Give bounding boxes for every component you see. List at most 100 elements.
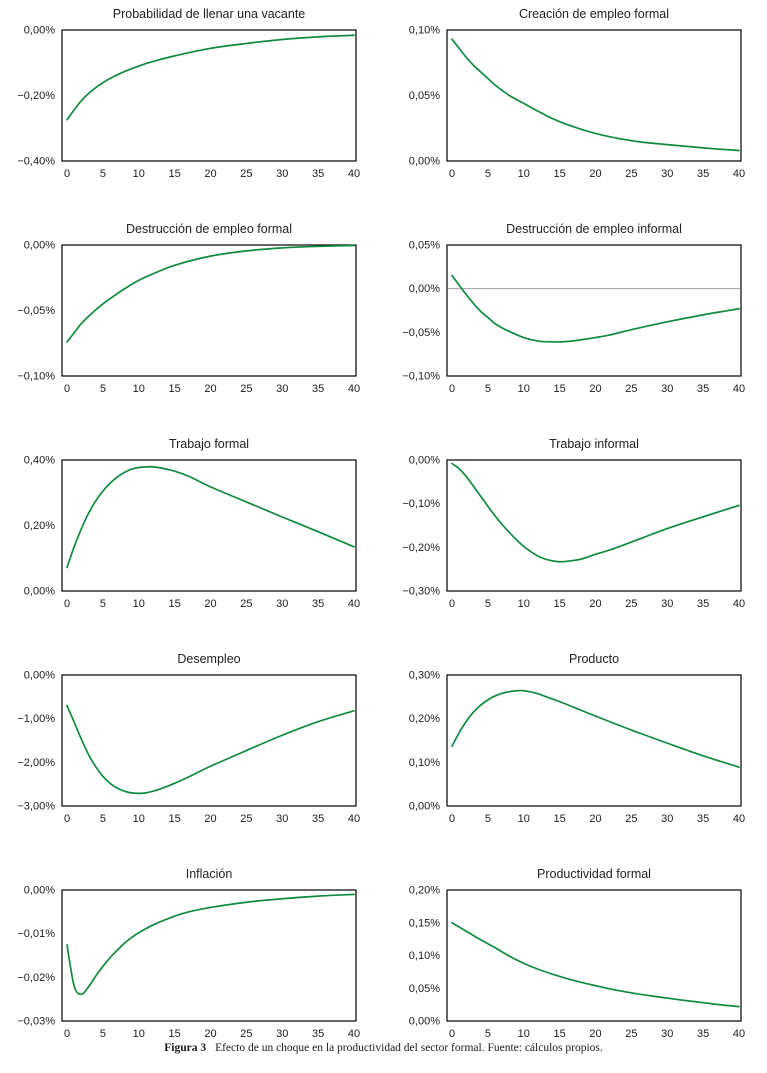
x-tick-label: 0 <box>449 168 455 180</box>
chart-cell-10: Productividad formal 0,20% 0,15% 0,10% 0,05%… <box>383 860 767 1073</box>
y-tick-label: 0,00% <box>409 455 440 467</box>
x-tick-label: 5 <box>100 168 106 180</box>
y-tick-label: −0,10% <box>402 371 440 383</box>
chart-svg-8: Producto 0,30% 0,20% 0,10% 0,00% 0 5 10 15 20 25 30… <box>409 652 745 825</box>
series-line <box>66 704 355 795</box>
x-tick-label: 5 <box>485 168 491 180</box>
x-tick-label: 0 <box>449 1028 455 1040</box>
figure-caption: Figura 3 Efecto de un choque en la produc… <box>0 1042 767 1054</box>
y-tick-label: 0,00% <box>409 156 440 168</box>
series-line <box>66 244 355 343</box>
x-tick-label: 10 <box>518 598 530 610</box>
x-tick-label: 0 <box>64 598 70 610</box>
x-tick-label: 10 <box>518 168 530 180</box>
chart-cell-8: Producto 0,30% 0,20% 0,10% 0,00% 0 5 10 15 20 25 30… <box>383 645 767 860</box>
y-tick-label: 0,15% <box>409 917 440 929</box>
series-line <box>451 38 740 152</box>
x-tick-label: 15 <box>169 1028 181 1040</box>
x-tick-label: 30 <box>276 1028 288 1040</box>
x-tick-label: 35 <box>312 813 324 825</box>
x-tick-label: 10 <box>518 813 530 825</box>
x-tick-label: 35 <box>312 383 324 395</box>
x-tick-label: 10 <box>133 813 145 825</box>
y-tick-label: 0,00% <box>24 240 55 252</box>
x-tick-label: 10 <box>133 168 145 180</box>
x-tick-label: 40 <box>348 383 360 395</box>
chart-cell-5: Trabajo formal 0,40% 0,20% 0,00% 0 5 10 15 20 25 3… <box>0 430 383 645</box>
chart-title: Probabilidad de llenar una vacante <box>113 7 306 21</box>
chart-svg-9: Inflación 0,00% −0,01% −0,02% −0,03% 0 5 10 15 20… <box>17 867 360 1040</box>
chart-cell-4: Destrucción de empleo informal 0,05% 0,00%… <box>383 215 767 430</box>
x-tick-label: 10 <box>133 383 145 395</box>
chart-cell-3: Destrucción de empleo formal 0,00% −0,05% −… <box>0 215 383 430</box>
x-tick-label: 25 <box>625 1028 637 1040</box>
chart-cell-6: Trabajo informal 0,00% −0,10% −0,20% −0,30% 0… <box>383 430 767 645</box>
x-tick-label: 20 <box>589 168 601 180</box>
x-tick-label: 40 <box>348 598 360 610</box>
chart-cell-7: Desempleo 0,00% −1,00% −2,00% −3,00% 0 5 10 15 20… <box>0 645 383 860</box>
plot-frame <box>61 674 357 807</box>
chart-svg-2: Creación de empleo formal 0,10% 0,05% 0,00%… <box>409 7 745 180</box>
chart-svg-5: Trabajo formal 0,40% 0,20% 0,00% 0 5 10 15 20 25 3… <box>24 437 360 610</box>
x-tick-label: 40 <box>733 598 745 610</box>
x-tick-label: 40 <box>733 1028 745 1040</box>
x-tick-label: 15 <box>169 813 181 825</box>
y-tick-label: 0,00% <box>409 1016 440 1028</box>
x-tick-label: 30 <box>276 598 288 610</box>
chart-cell-2: Creación de empleo formal 0,10% 0,05% 0,00%… <box>383 0 767 215</box>
x-tick-label: 15 <box>554 168 566 180</box>
chart-title: Productividad formal <box>537 867 651 881</box>
chart-cell-9: Inflación 0,00% −0,01% −0,02% −0,03% 0 5 10 15 20… <box>0 860 383 1073</box>
x-tick-label: 5 <box>100 1028 106 1040</box>
series-line <box>451 921 740 1008</box>
x-tick-label: 40 <box>733 168 745 180</box>
y-tick-label: 0,10% <box>409 757 440 769</box>
x-tick-label: 35 <box>697 813 709 825</box>
x-tick-label: 15 <box>554 813 566 825</box>
x-tick-label: 30 <box>661 383 673 395</box>
chart-title: Trabajo informal <box>549 437 639 451</box>
x-tick-label: 30 <box>661 1028 673 1040</box>
y-tick-label: 0,00% <box>24 586 55 598</box>
series-line <box>66 34 355 121</box>
x-tick-label: 20 <box>589 1028 601 1040</box>
x-tick-label: 35 <box>312 1028 324 1040</box>
series-line <box>66 465 355 569</box>
y-tick-label: 0,20% <box>409 713 440 725</box>
x-tick-label: 5 <box>485 1028 491 1040</box>
x-tick-label: 35 <box>312 168 324 180</box>
x-tick-label: 35 <box>697 598 709 610</box>
y-tick-label: 0,00% <box>409 283 440 295</box>
x-tick-label: 5 <box>485 383 491 395</box>
y-tick-label: 0,10% <box>409 950 440 962</box>
series-line <box>451 462 740 563</box>
x-tick-label: 0 <box>64 383 70 395</box>
y-tick-label: 0,05% <box>409 983 440 995</box>
x-tick-label: 15 <box>169 168 181 180</box>
x-tick-label: 15 <box>554 383 566 395</box>
x-tick-label: 25 <box>240 168 252 180</box>
y-tick-label: −0,30% <box>402 586 440 598</box>
plot-frame <box>446 889 742 1022</box>
chart-title: Inflación <box>186 867 233 881</box>
x-tick-label: 15 <box>169 598 181 610</box>
y-tick-label: −0,20% <box>17 90 55 102</box>
y-tick-label: 0,20% <box>409 885 440 897</box>
x-tick-label: 30 <box>276 168 288 180</box>
plot-frame <box>446 674 742 807</box>
x-tick-label: 10 <box>133 1028 145 1040</box>
x-tick-label: 25 <box>625 813 637 825</box>
x-tick-label: 35 <box>697 1028 709 1040</box>
x-tick-label: 15 <box>169 383 181 395</box>
x-tick-label: 0 <box>449 813 455 825</box>
series-line <box>451 274 740 343</box>
chart-title: Creación de empleo formal <box>519 7 669 21</box>
series-line <box>66 893 355 996</box>
y-tick-label: −1,00% <box>17 713 55 725</box>
y-tick-label: 0,10% <box>409 25 440 37</box>
x-tick-label: 35 <box>697 383 709 395</box>
plot-frame <box>446 29 742 162</box>
y-tick-label: −0,03% <box>17 1016 55 1028</box>
x-tick-label: 40 <box>348 1028 360 1040</box>
x-tick-label: 25 <box>240 598 252 610</box>
